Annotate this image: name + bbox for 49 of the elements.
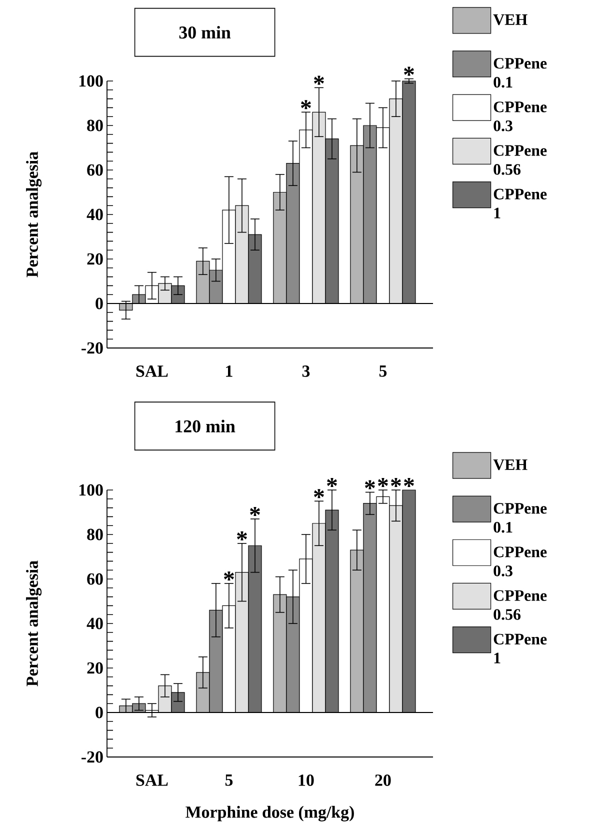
x-tick-label: SAL bbox=[136, 774, 168, 786]
x-tick-label: 10 bbox=[298, 774, 314, 786]
legend-label: CPPene 0.56 bbox=[494, 145, 547, 175]
x-axis-title: Morphine dose (mg/kg) bbox=[186, 806, 354, 822]
legend-label: CPPene 0.1 bbox=[494, 58, 547, 88]
legend-label: VEH bbox=[493, 14, 528, 26]
data-label: * bbox=[364, 480, 375, 490]
legend-label: CPPene 0.56 bbox=[494, 590, 547, 620]
data-label: * bbox=[300, 100, 311, 110]
x-tick-label: 5 bbox=[379, 366, 387, 377]
data-label: * bbox=[236, 531, 247, 540]
y-tick-label: 0 bbox=[96, 298, 103, 310]
data-label: * bbox=[390, 478, 401, 488]
legend-label: CPPene 0.3 bbox=[494, 102, 547, 132]
y-tick-label: 100 bbox=[79, 75, 103, 87]
y-tick-label: 100 bbox=[79, 484, 103, 496]
data-label: * bbox=[224, 571, 234, 580]
y-tick-label: 40 bbox=[86, 618, 103, 630]
y-axis-title: Percent analgesia bbox=[26, 560, 42, 686]
x-tick-label: 5 bbox=[225, 774, 233, 786]
data-label: * bbox=[327, 478, 337, 488]
x-tick-label: 1 bbox=[226, 366, 232, 377]
legend-label: CPPene 1 bbox=[494, 188, 547, 218]
y-tick-label: 20 bbox=[87, 662, 103, 674]
y-tick-label: 80 bbox=[87, 120, 103, 132]
y-tick-label: 80 bbox=[87, 528, 103, 540]
y-tick-label: 60 bbox=[87, 573, 103, 585]
data-label: * bbox=[378, 478, 388, 488]
y-tick-label: 20 bbox=[87, 253, 103, 265]
legend-label: CPPene 0.3 bbox=[494, 546, 547, 576]
y-axis-title: Percent analgesia bbox=[26, 152, 42, 278]
x-tick-label: 3 bbox=[302, 366, 310, 377]
x-tick-label: SAL bbox=[136, 366, 168, 377]
y-tick-label: 60 bbox=[87, 164, 103, 176]
y-tick-label: -20 bbox=[82, 751, 103, 763]
legend-label: VEH bbox=[493, 459, 528, 470]
y-tick-label: 0 bbox=[96, 706, 103, 718]
data-label: * bbox=[314, 76, 324, 85]
y-tick-label: -20 bbox=[82, 342, 103, 354]
y-tick-label: 40 bbox=[86, 208, 103, 220]
data-label: * bbox=[404, 478, 414, 488]
x-tick-label: 20 bbox=[375, 774, 391, 786]
data-label: * bbox=[314, 489, 324, 498]
data-label: * bbox=[250, 506, 260, 516]
legend-label: CPPene 1 bbox=[494, 634, 547, 664]
data-label: * bbox=[404, 66, 414, 76]
chart-title: 120 min bbox=[176, 420, 236, 432]
chart-title: 30 min bbox=[179, 26, 231, 39]
legend-label: CPPene 0.1 bbox=[494, 503, 547, 533]
